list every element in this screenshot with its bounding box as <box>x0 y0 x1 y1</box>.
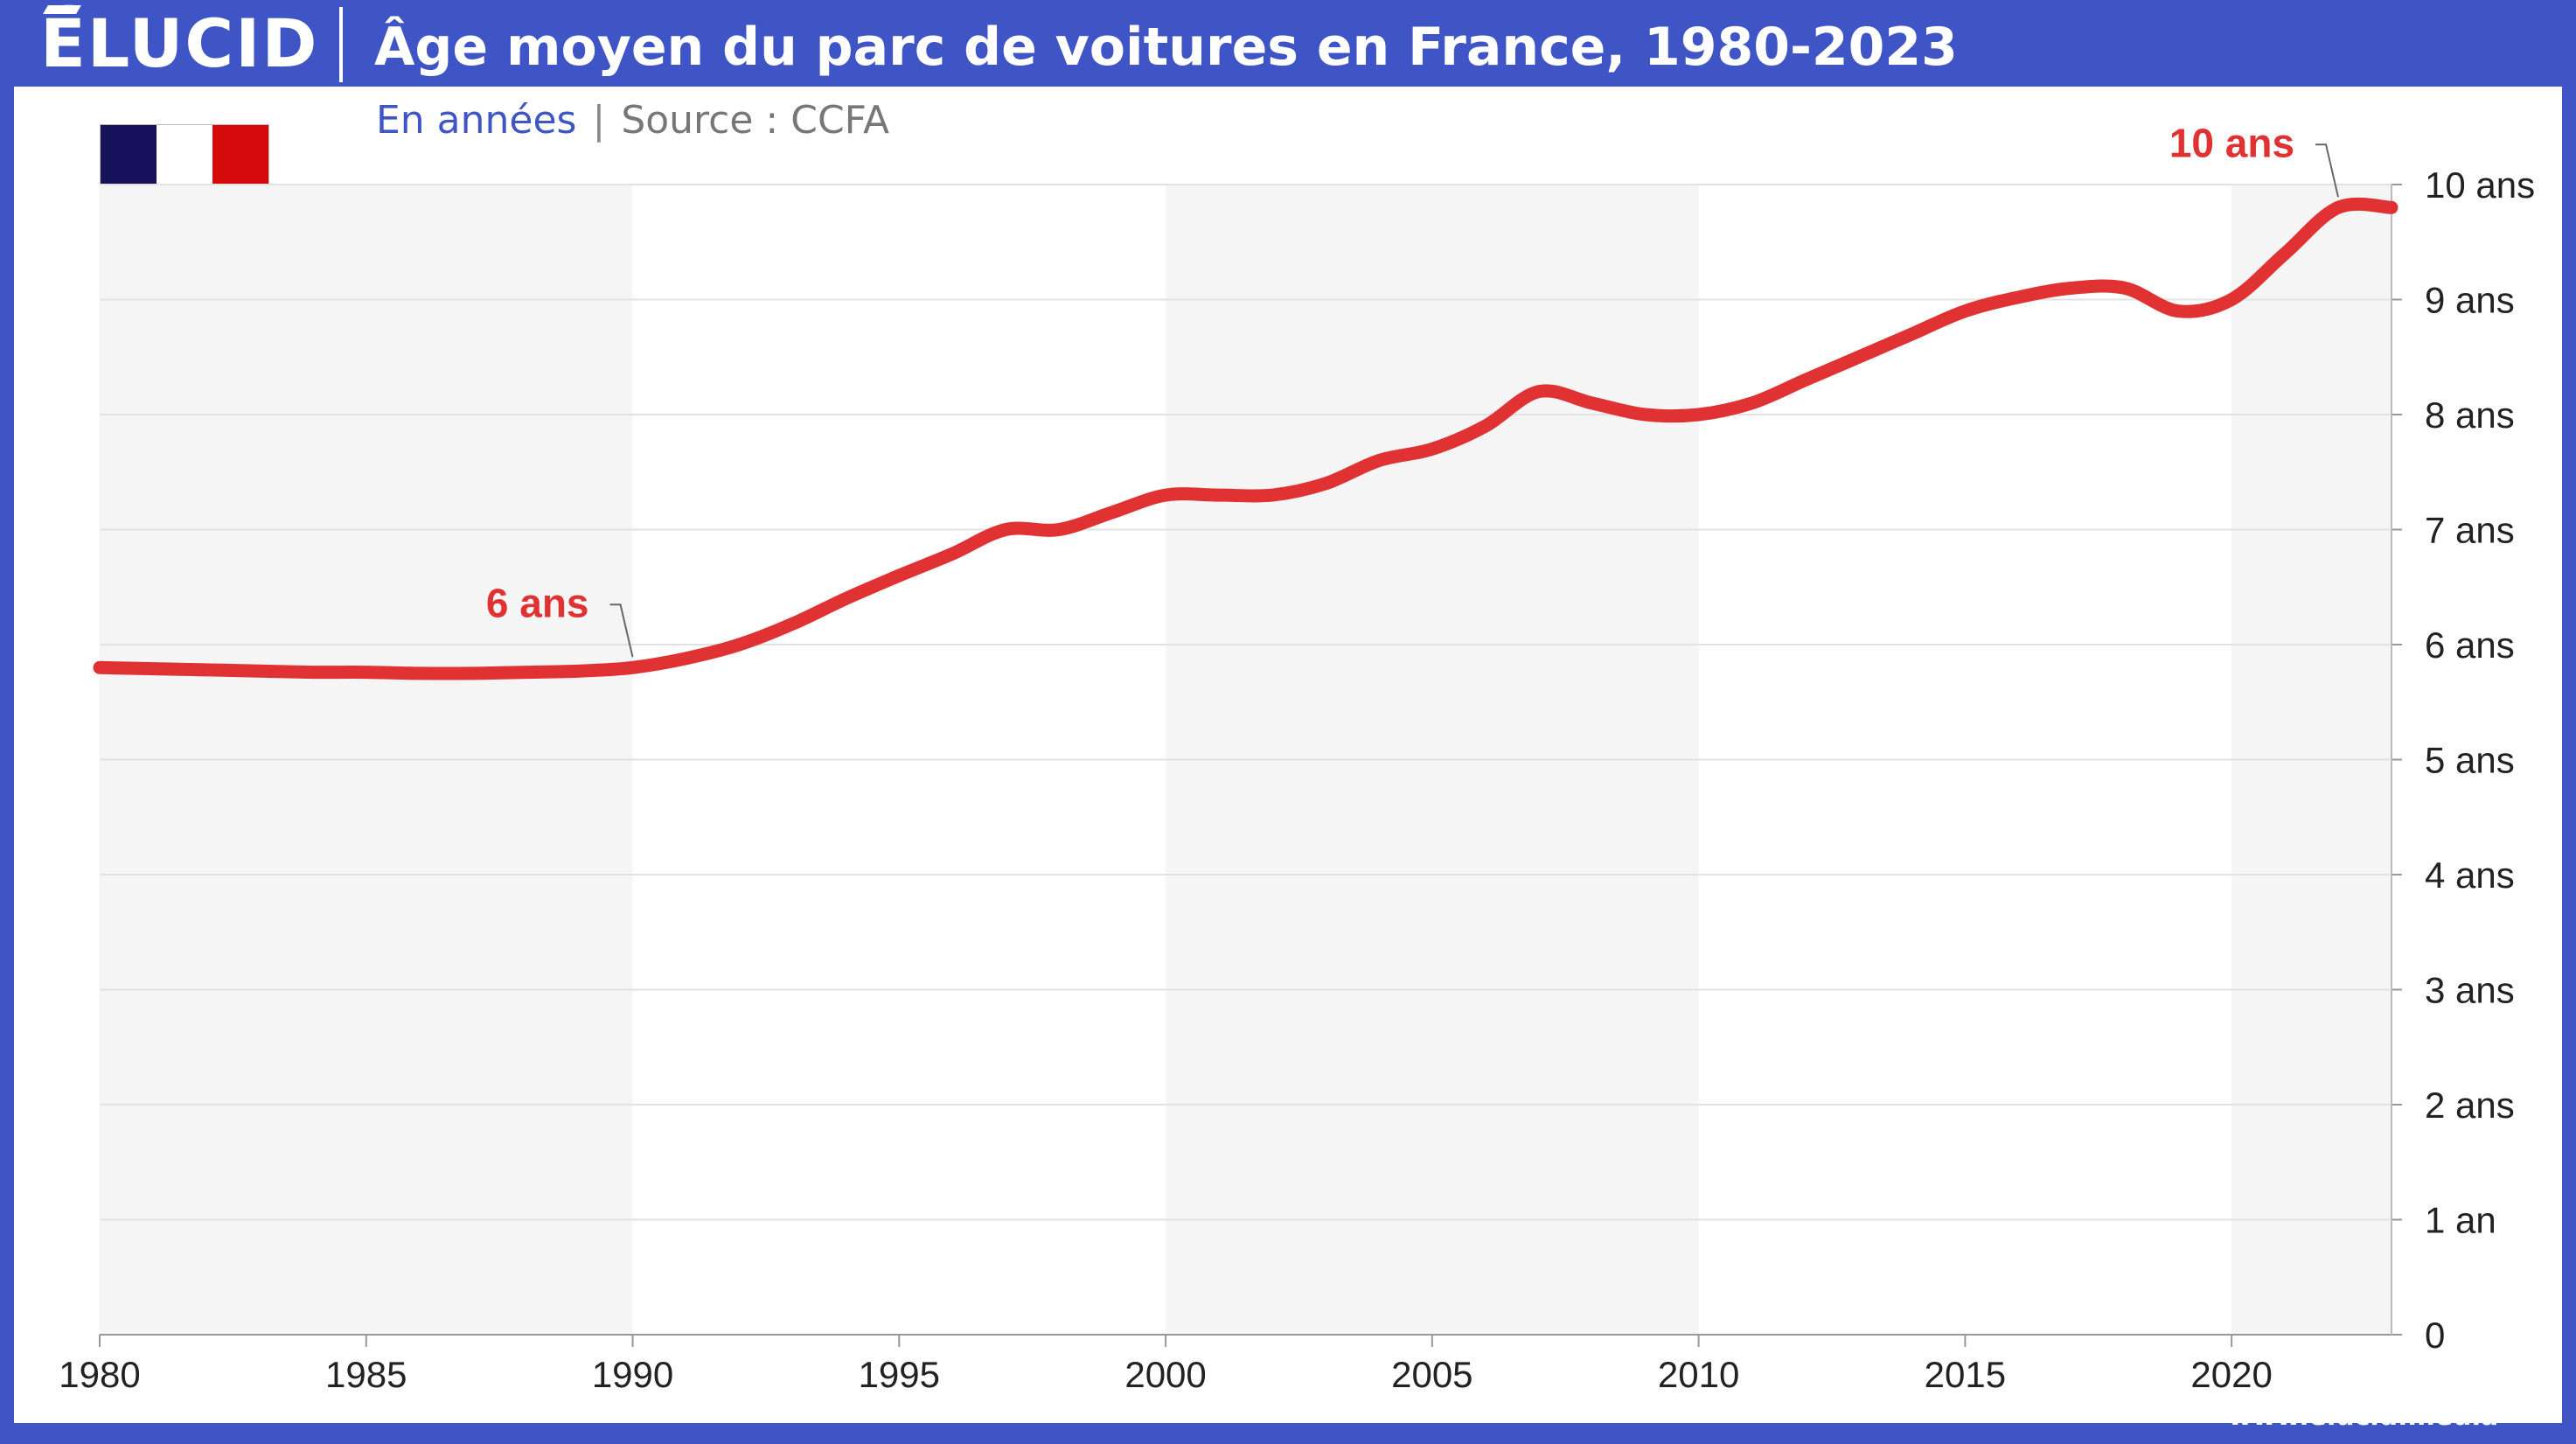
x-tick-label: 2010 <box>1658 1354 1739 1395</box>
data-point <box>1857 356 1859 358</box>
data-point <box>1005 529 1006 531</box>
annotation-leader <box>2315 143 2340 198</box>
data-point <box>1378 460 1380 462</box>
subtitle-source: Source : CCFA <box>621 98 890 143</box>
data-point <box>791 623 793 624</box>
data-point <box>312 672 314 673</box>
y-tick-label: 5 ans <box>2425 740 2515 781</box>
data-point <box>1645 414 1647 415</box>
data-point <box>366 672 367 673</box>
data-point <box>579 670 581 672</box>
data-point <box>2284 253 2286 255</box>
data-point <box>1698 414 1700 415</box>
footer-bar <box>0 1423 2576 1444</box>
y-tick-label: 2 ans <box>2425 1085 2515 1126</box>
data-point <box>1805 380 1807 381</box>
data-point <box>472 673 474 674</box>
data-point <box>1751 402 1753 404</box>
y-tick-label: 0 <box>2425 1315 2445 1356</box>
data-point <box>1591 402 1593 404</box>
x-tick-label: 2015 <box>1925 1354 2006 1395</box>
x-tick-label: 1995 <box>859 1354 940 1395</box>
x-tick-label: 1980 <box>59 1354 140 1395</box>
annotation-label: 10 ans <box>2169 120 2294 165</box>
data-point <box>738 644 740 645</box>
annotation-label: 6 ans <box>486 580 589 625</box>
data-point <box>2071 287 2072 289</box>
annotation-leader <box>609 603 634 658</box>
data-point <box>1165 494 1166 496</box>
data-point <box>1111 512 1113 513</box>
data-point <box>2391 206 2392 208</box>
data-point <box>1325 483 1326 485</box>
data-point <box>1538 391 1540 393</box>
data-point <box>1964 310 1966 312</box>
data-point <box>152 668 154 670</box>
chart-title: Âge moyen du parc de voitures en France,… <box>374 17 1958 78</box>
y-tick-label: 1 an <box>2425 1200 2496 1241</box>
data-point <box>205 669 207 671</box>
header-bar: ÉLUCID Âge moyen du parc de voitures en … <box>0 0 2576 87</box>
subtitle-separator: | <box>592 98 606 143</box>
data-point <box>632 666 634 668</box>
data-point <box>2017 296 2019 298</box>
data-point <box>1431 448 1433 450</box>
data-point <box>419 673 421 674</box>
brand-logo: ÉLUCID <box>40 4 319 82</box>
x-tick-label: 2020 <box>2190 1354 2272 1395</box>
x-tick-label: 2005 <box>1391 1354 1472 1395</box>
data-point <box>898 575 900 576</box>
data-point <box>99 666 101 668</box>
data-point <box>2337 206 2339 208</box>
data-point <box>1485 425 1486 427</box>
data-point <box>1911 333 1912 335</box>
y-tick-label: 9 ans <box>2425 280 2515 321</box>
x-tick-label: 2000 <box>1124 1354 1206 1395</box>
footer-url: www.elucid.media <box>2228 1401 2499 1432</box>
data-point <box>1058 529 1060 531</box>
data-point <box>1218 494 1220 496</box>
x-tick-label: 1990 <box>592 1354 673 1395</box>
elucid-mark-icon <box>2459 1387 2518 1422</box>
data-point <box>526 672 527 673</box>
x-tick-label: 1985 <box>325 1354 407 1395</box>
header-divider <box>339 7 343 82</box>
data-point <box>2231 299 2232 301</box>
y-tick-label: 4 ans <box>2425 855 2515 896</box>
chart-subtitle: En années | Source : CCFA <box>376 94 889 147</box>
data-point <box>685 658 686 659</box>
data-point <box>259 670 261 672</box>
y-tick-label: 10 ans <box>2425 164 2535 206</box>
data-point <box>2124 287 2126 289</box>
y-tick-label: 6 ans <box>2425 624 2515 666</box>
data-point <box>951 553 953 555</box>
y-tick-label: 7 ans <box>2425 510 2515 551</box>
y-tick-label: 3 ans <box>2425 970 2515 1011</box>
data-point <box>845 597 846 599</box>
subtitle-unit: En années <box>376 98 577 143</box>
data-point <box>1271 494 1273 496</box>
y-tick-label: 8 ans <box>2425 394 2515 436</box>
series-line <box>93 197 2398 680</box>
data-point <box>2177 310 2179 312</box>
